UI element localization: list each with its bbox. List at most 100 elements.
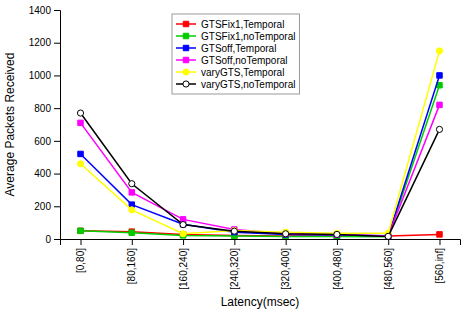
marker: [180, 222, 185, 227]
marker: [334, 232, 339, 237]
x-tick: [400,480]: [332, 239, 343, 290]
legend: GTSFix1,TemporalGTSFix1,noTemporalGTSoff…: [172, 14, 299, 94]
marker: [283, 231, 288, 236]
tick-mark: [54, 206, 60, 207]
legend-label: varyGTS,noTemporal: [201, 79, 295, 90]
tick-mark: [54, 10, 60, 11]
legend-label: GTSoff,noTemporal: [201, 55, 288, 66]
marker: [437, 102, 442, 107]
legend-label: GTSoff,Temporal: [201, 43, 276, 54]
chart-container: [0,80] [80,160] [160,240] [240,320] [320,400…: [0, 0, 474, 331]
marker: [437, 73, 442, 78]
y-tick: 200: [34, 201, 60, 212]
y-tick-label: 400: [34, 168, 51, 179]
marker: [437, 232, 442, 237]
x-tick: [560,inf]: [434, 239, 445, 284]
marker: [334, 232, 339, 237]
marker: [78, 228, 83, 233]
legend-label: varyGTS,Temporal: [201, 67, 284, 78]
legend-item: GTSFix1,Temporal: [176, 19, 284, 30]
series: [78, 83, 442, 239]
y-tick: 600: [34, 136, 60, 147]
legend-marker: [183, 81, 189, 87]
legend-marker: [183, 21, 188, 26]
series: [77, 48, 442, 237]
marker: [385, 233, 391, 239]
series-group: [77, 48, 442, 239]
tick-mark: [54, 239, 60, 240]
y-tick-label: 0: [45, 234, 51, 245]
marker: [283, 231, 289, 237]
tick-mark: [54, 141, 60, 142]
x-tick-label: [560,inf]: [434, 248, 445, 284]
x-tick-label: [160,240]: [178, 248, 189, 290]
x-axis-title: Latency(msec): [221, 295, 300, 309]
x-tick: [480,560]: [383, 239, 394, 290]
marker: [231, 227, 237, 233]
y-tick-label: 1400: [29, 5, 52, 16]
series-line: [81, 85, 440, 236]
marker: [231, 228, 237, 234]
tick-mark: [234, 239, 235, 245]
y-tick: 400: [34, 168, 60, 179]
marker: [436, 126, 442, 132]
y-tick: 1200: [29, 37, 60, 48]
axis-line: [54, 11, 61, 240]
y-tick: 0: [45, 234, 60, 245]
x-tick-label: [400,480]: [332, 248, 343, 290]
x-tick-label: [320,400]: [280, 248, 291, 290]
y-axis-title: Average Packets Received: [3, 53, 17, 197]
series: [78, 102, 442, 239]
x-tick: [0,80]: [75, 239, 86, 273]
y-tick: 1400: [29, 5, 60, 16]
legend-item: GTSoff,noTemporal: [176, 55, 288, 66]
series-line: [81, 113, 440, 236]
y-tick-label: 600: [34, 136, 51, 147]
tick-mark: [54, 43, 60, 44]
marker: [129, 207, 135, 213]
y-axis: 0 200 400 600 800 1000 1200 1400: [29, 5, 61, 245]
marker: [77, 161, 83, 167]
legend-label: GTSFix1,Temporal: [201, 19, 284, 30]
y-tick: 800: [34, 103, 60, 114]
marker: [385, 233, 390, 238]
marker: [385, 234, 390, 239]
tick-mark: [439, 239, 440, 245]
x-tick: [80,160]: [126, 239, 137, 284]
legend-marker: [183, 57, 188, 62]
marker: [180, 222, 186, 228]
marker: [436, 48, 442, 54]
x-tick-label: [80,160]: [126, 248, 137, 284]
legend-marker: [183, 45, 188, 50]
x-tick: [160,240]: [178, 239, 189, 290]
legend-item: varyGTS,Temporal: [176, 67, 284, 78]
marker: [78, 151, 83, 156]
x-tick: [240,320]: [229, 239, 240, 290]
series-line: [81, 105, 440, 236]
marker: [129, 190, 134, 195]
x-tick-label: [240,320]: [229, 248, 240, 290]
y-tick: 1000: [29, 70, 60, 81]
tick-mark: [81, 239, 82, 245]
marker: [78, 228, 83, 233]
tick-mark: [183, 239, 184, 245]
y-tick-label: 1200: [29, 37, 52, 48]
legend-item: GTSFix1,noTemporal: [176, 31, 295, 42]
y-tick-label: 200: [34, 201, 51, 212]
axis-line: [61, 240, 461, 246]
x-axis: [0,80] [80,160] [160,240] [240,320] [320,400…: [61, 239, 461, 290]
marker: [78, 120, 83, 125]
tick-mark: [132, 239, 133, 245]
marker: [385, 233, 390, 238]
series-line: [81, 75, 440, 235]
marker: [77, 110, 83, 116]
series: [77, 110, 442, 239]
y-tick-label: 1000: [29, 70, 52, 81]
marker: [129, 181, 135, 187]
x-tick-label: [480,560]: [383, 248, 394, 290]
legend-item: varyGTS,noTemporal: [176, 79, 295, 90]
legend-marker: [183, 33, 188, 38]
tick-mark: [286, 239, 287, 245]
legend-box: [172, 14, 299, 94]
tick-mark: [388, 239, 389, 245]
